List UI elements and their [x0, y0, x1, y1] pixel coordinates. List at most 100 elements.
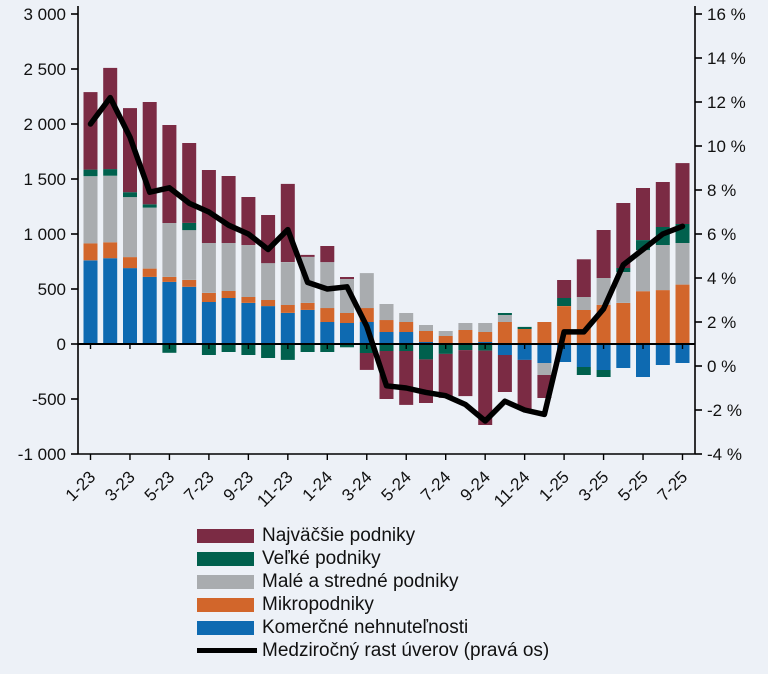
- bar-segment: [162, 223, 177, 277]
- bar-segment: [675, 284, 690, 344]
- bar-segment: [517, 329, 532, 344]
- bar-segment: [419, 325, 433, 331]
- bar-segment: [83, 243, 98, 261]
- bar-segment: [557, 280, 572, 298]
- bar-segment: [261, 215, 276, 264]
- bar-segment: [280, 304, 295, 313]
- bar-segment: [280, 313, 295, 344]
- right-axis-tick-label: 4 %: [707, 269, 736, 288]
- bar-segment: [261, 300, 276, 307]
- bar-segment: [142, 204, 157, 208]
- x-tick-label: 11-23: [253, 467, 296, 510]
- legend-color-swatch: [197, 620, 254, 635]
- bar-segment: [419, 344, 433, 360]
- x-tick-label: 5-25: [614, 467, 651, 504]
- bar-segment: [201, 170, 216, 243]
- x-tick-label: 5-24: [378, 467, 415, 504]
- bar-segment: [103, 258, 118, 344]
- bar-segment: [379, 320, 394, 332]
- legend-item: Komerčné nehnuteľnosti: [197, 618, 549, 637]
- bar-segment: [576, 344, 591, 367]
- left-axis-tick-label: 2 000: [23, 115, 66, 134]
- x-tick-label: 7-25: [654, 467, 691, 504]
- right-axis-tick-label: 12 %: [707, 93, 746, 112]
- bar-segment: [221, 176, 236, 243]
- bar-segment: [103, 175, 118, 243]
- bar-segment: [182, 280, 197, 287]
- bar-segment: [399, 322, 414, 332]
- bar-segment: [83, 169, 98, 177]
- bar-segment: [162, 125, 177, 223]
- bar-segment: [616, 203, 631, 268]
- bar-segment: [655, 182, 670, 227]
- bar-segment: [557, 298, 572, 306]
- bar-segment: [458, 350, 473, 397]
- bar-segment: [201, 302, 216, 344]
- bar-segment: [201, 293, 216, 302]
- bar-segment: [636, 344, 650, 377]
- bar-segment: [340, 277, 354, 279]
- legend-color-swatch: [197, 551, 254, 566]
- bar-segment: [221, 243, 236, 291]
- bar-segment: [280, 344, 295, 360]
- bar-segment: [419, 331, 433, 342]
- bar-segment: [616, 303, 631, 344]
- legend-color-swatch: [197, 528, 254, 543]
- bar-segment: [123, 268, 137, 344]
- bar-segment: [438, 353, 453, 398]
- bar-segment: [497, 313, 512, 315]
- left-axis-tick-label: 1 500: [23, 170, 66, 189]
- bar-segment: [478, 323, 493, 332]
- bar-segment: [320, 262, 335, 309]
- bar-segment: [83, 260, 98, 344]
- x-tick-label: 7-23: [180, 467, 217, 504]
- left-axis-tick-label: 2 500: [23, 60, 66, 79]
- bar-segment: [596, 230, 611, 278]
- x-tick-label: 1-24: [299, 467, 336, 504]
- bar-segment: [636, 250, 650, 292]
- bar-segment: [142, 207, 157, 269]
- bar-segment: [261, 344, 276, 358]
- bar-segment: [123, 192, 137, 198]
- x-tick-label: 7-24: [417, 467, 454, 504]
- bar-segment: [123, 257, 137, 269]
- bar-segment: [340, 313, 354, 323]
- left-axis-tick-label: -1 000: [18, 445, 66, 464]
- bar-segment: [576, 259, 591, 297]
- bar-segment: [537, 363, 552, 375]
- bar-segment: [576, 297, 591, 310]
- x-tick-label: 9-23: [220, 467, 257, 504]
- left-axis-tick-label: 1 000: [23, 225, 66, 244]
- bar-segment: [261, 263, 276, 300]
- bar-segment: [419, 359, 433, 403]
- bar-segment: [497, 355, 512, 392]
- bar-segment: [537, 344, 552, 363]
- bar-segment: [359, 273, 374, 309]
- growth-line: [87, 94, 686, 424]
- right-axis-tick-label: 0 %: [707, 357, 736, 376]
- bar-segment: [655, 344, 670, 365]
- bar-segment: [497, 344, 512, 355]
- bar-segment: [616, 271, 631, 303]
- legend-color-swatch: [197, 597, 254, 612]
- bar-segment: [497, 322, 512, 344]
- bar-segment: [182, 286, 197, 344]
- bar-segment: [399, 332, 414, 344]
- bar-segment: [576, 310, 591, 344]
- bar-segment: [221, 344, 236, 352]
- x-tick-label: 3-23: [101, 467, 138, 504]
- x-tick-label: 5-23: [141, 467, 178, 504]
- right-axis-tick-label: -2 %: [707, 401, 742, 420]
- left-axis-tick-label: 500: [38, 280, 66, 299]
- left-axis-tick-label: -500: [32, 390, 66, 409]
- bar-segment: [399, 351, 414, 405]
- bar-segment: [182, 143, 197, 223]
- bar-segment: [636, 291, 650, 344]
- stacked-bar-line-chart: -1 000 -500 0 500 1 000 1 500 2 000 2 500 3 000 -…: [18, 5, 746, 511]
- bar-segment: [201, 344, 216, 355]
- bar-segment: [162, 281, 177, 344]
- bar-segment: [300, 302, 315, 310]
- bar-segment: [596, 370, 611, 377]
- bar-segment: [83, 176, 98, 244]
- bar-segment: [616, 344, 631, 368]
